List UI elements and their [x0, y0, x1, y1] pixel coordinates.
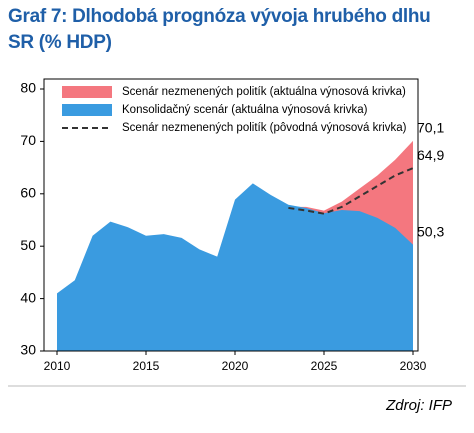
source: Zdroj: IFP [385, 397, 452, 414]
y-tick-label: 40 [20, 289, 36, 305]
y-tick-label: 30 [20, 342, 36, 358]
legend-label: Konsolidačný scenár (aktuálna výnosová k… [122, 104, 368, 116]
legend-label: Scenár nezmenených politík (pôvodná výno… [122, 122, 407, 134]
legend-label: Scenár nezmenených politík (aktuálna výn… [122, 86, 406, 98]
x-tick-label: 2020 [222, 359, 249, 373]
y-tick-label: 60 [20, 185, 36, 201]
value-label: 70,1 [417, 120, 444, 136]
area [57, 183, 413, 351]
y-tick-label: 80 [20, 80, 36, 96]
y-tick-label: 50 [20, 237, 36, 253]
legend-swatch [62, 86, 112, 98]
value-label: 50,3 [417, 223, 444, 239]
y-tick-label: 70 [20, 132, 36, 148]
x-tick-label: 2015 [133, 359, 160, 373]
value-label: 64,9 [417, 147, 444, 163]
x-tick-label: 2010 [44, 359, 71, 373]
x-tick-label: 2030 [400, 359, 427, 373]
plot-frame [43, 78, 419, 352]
chart-title: Graf 7: Dlhodobá prognóza vývoja hrubého… [8, 6, 431, 53]
x-tick-label: 2025 [311, 359, 338, 373]
legend-swatch [62, 104, 112, 116]
dashed-line [288, 167, 414, 215]
